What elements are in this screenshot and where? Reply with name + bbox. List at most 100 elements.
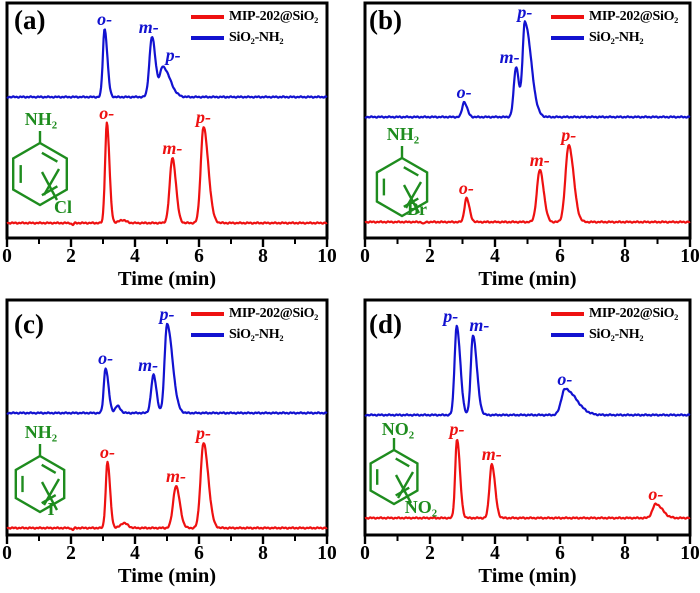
peak-label: o- — [557, 369, 572, 389]
peak-label: p- — [441, 306, 458, 326]
molecule-structure: NH₂ I — [14, 422, 66, 519]
peak-label: p- — [448, 419, 465, 439]
chromatogram-plot-b: 0 2 4 6 8 10 Time (min) o-m-p-o-m-p- NH₂ Br — [360, 1, 700, 290]
legend-line-blue — [551, 332, 584, 337]
substituent-label-top: NO₂ — [382, 419, 414, 439]
trace-sio2-nh2 — [6, 322, 328, 415]
legend-label: SiO₂-NH₂ — [229, 29, 284, 45]
legend: MIP-202@SiO₂ SiO₂-NH₂ — [191, 6, 318, 48]
x-tick-label: 10 — [680, 543, 700, 564]
legend-label: MIP-202@SiO₂ — [229, 305, 319, 321]
ring-double-bond — [41, 151, 58, 163]
peak-label: p- — [194, 423, 211, 443]
peak-label: m- — [469, 315, 489, 335]
peak-label: m- — [482, 444, 502, 464]
legend-item-mip: MIP-202@SiO₂ — [551, 303, 678, 324]
x-tick-label: 6 — [194, 543, 204, 564]
peak-label: o- — [100, 442, 115, 462]
legend-item-sio2: SiO₂-NH₂ — [191, 324, 318, 345]
x-axis-title: Time (min) — [118, 268, 216, 290]
peak-label: p- — [559, 125, 576, 145]
peak-label: m- — [138, 355, 158, 375]
substituent-label-bottom: Br — [407, 199, 427, 219]
x-tick-label: 8 — [258, 246, 268, 267]
peak-label: o- — [648, 484, 663, 504]
legend-item-sio2: SiO₂-NH₂ — [191, 27, 318, 48]
peak-label: o- — [98, 348, 113, 368]
trace-sio2-nh2 — [6, 28, 328, 99]
benzene-ring — [14, 454, 66, 514]
legend: MIP-202@SiO₂ SiO₂-NH₂ — [551, 303, 678, 345]
legend-line-red — [551, 14, 584, 19]
legend-item-sio2: SiO₂-NH₂ — [551, 27, 678, 48]
x-tick-label: 6 — [194, 246, 204, 267]
x-tick-label: 4 — [490, 543, 500, 564]
panel-a: 0 2 4 6 8 10 Time (min) o-m-p-o-m-p- NH₂ Cl (a) M… — [0, 0, 350, 296]
substituent-label-top: NH₂ — [25, 422, 57, 442]
variable-position-bond-cross — [404, 181, 423, 209]
ring-double-bond — [41, 463, 57, 474]
x-tick-label: 8 — [620, 246, 630, 267]
variable-position-bond-cross — [42, 478, 61, 506]
x-tick-label: 6 — [555, 543, 565, 564]
chromatogram-plot-c: 0 2 4 6 8 10 Time (min) o-m-p-o-m-p- NH₂ I — [2, 298, 337, 587]
peak-label: o- — [97, 9, 112, 29]
legend-item-mip: MIP-202@SiO₂ — [191, 6, 318, 27]
panel-letter: (a) — [14, 5, 46, 35]
x-tick-label: 4 — [130, 246, 140, 267]
legend-line-blue — [191, 35, 224, 40]
panel-letter: (d) — [369, 309, 402, 339]
variable-position-bond-cross — [42, 168, 61, 196]
legend-item-sio2: SiO₂-NH₂ — [551, 324, 678, 345]
legend-item-mip: MIP-202@SiO₂ — [551, 6, 678, 27]
peak-label: o- — [99, 103, 114, 123]
substituent-label-top: NH₂ — [25, 109, 57, 129]
legend-line-red — [191, 311, 224, 316]
substituent-label-bottom: NO₂ — [405, 497, 437, 517]
chromatogram-plot-d: 0 2 4 6 8 10 Time (min) p-m-o-p-m-o- NO₂ NO₂ — [360, 298, 700, 587]
x-tick-label: 2 — [425, 246, 435, 267]
legend-label: SiO₂-NH₂ — [589, 29, 644, 45]
x-tick-label: 8 — [620, 543, 630, 564]
legend-line-blue — [551, 35, 584, 40]
legend-line-red — [551, 311, 584, 316]
legend-label: MIP-202@SiO₂ — [589, 305, 679, 321]
x-tick-label: 0 — [360, 246, 370, 267]
peak-label: m- — [139, 17, 159, 37]
legend-line-red — [191, 14, 224, 19]
panel-c: 0 2 4 6 8 10 Time (min) o-m-p-o-m-p- NH₂ I (c) MI… — [0, 297, 350, 593]
peak-label: p- — [515, 2, 532, 22]
legend-line-blue — [191, 332, 224, 337]
plot-box — [363, 298, 692, 537]
plot-box — [5, 1, 329, 240]
plot-box — [363, 1, 692, 240]
peak-label: p- — [158, 304, 175, 324]
substituent-label-top: NH₂ — [387, 124, 419, 144]
peak-label: o- — [459, 178, 474, 198]
x-tick-label: 10 — [317, 246, 337, 267]
substituent-label-bottom: Cl — [54, 197, 72, 217]
peak-label: p- — [164, 45, 181, 65]
panel-b: 0 2 4 6 8 10 Time (min) o-m-p-o-m-p- NH₂ Br (b) M… — [350, 0, 700, 296]
peak-label: m- — [166, 466, 186, 486]
peak-label: p- — [194, 107, 211, 127]
x-tick-label: 0 — [360, 543, 370, 564]
peak-label: m- — [500, 47, 520, 67]
x-tick-label: 10 — [317, 543, 337, 564]
trace-mip-202 — [6, 121, 328, 227]
x-tick-label: 8 — [258, 543, 268, 564]
peak-label: o- — [457, 82, 472, 102]
legend-label: MIP-202@SiO₂ — [589, 8, 679, 24]
chromatogram-plot-a: 0 2 4 6 8 10 Time (min) o-m-p-o-m-p- NH₂ Cl — [2, 1, 337, 290]
panel-d: 0 2 4 6 8 10 Time (min) p-m-o-p-m-o- NO₂ NO₂ (d) … — [350, 297, 700, 593]
variable-position-bond-cross — [396, 471, 415, 499]
trace-sio2-nh2 — [364, 20, 691, 119]
trace-mip-202 — [364, 438, 691, 520]
panel-letter: (c) — [14, 309, 44, 339]
x-tick-label: 0 — [2, 543, 12, 564]
legend-label: MIP-202@SiO₂ — [229, 8, 319, 24]
panel-letter: (b) — [369, 5, 402, 35]
x-axis-title: Time (min) — [118, 565, 216, 587]
substituent-label-bottom: I — [47, 499, 54, 519]
